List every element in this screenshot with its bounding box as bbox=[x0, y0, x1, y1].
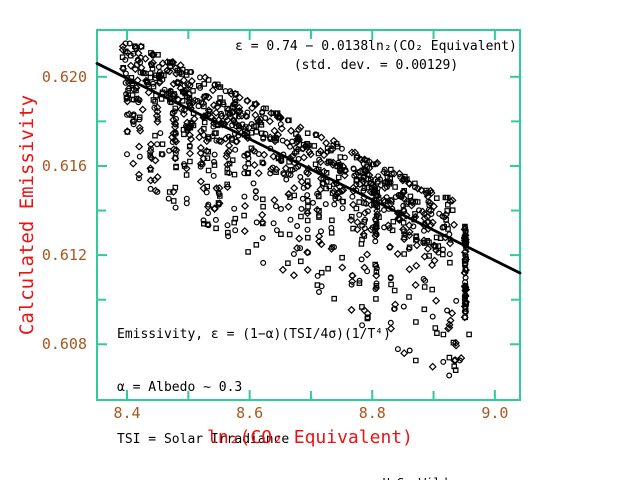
formula-legend-block: Emissivity, ε = (1−α)(TSI/4σ)(1/T⁴) α = … bbox=[117, 291, 391, 480]
y-tick-label: 0.608 bbox=[41, 335, 87, 354]
scatter-points-circle bbox=[122, 40, 470, 379]
y-axis-title: Calculated Emissivity bbox=[16, 94, 38, 336]
plot-frame-group bbox=[96, 29, 521, 401]
y-tick-label: 0.612 bbox=[41, 246, 87, 265]
trend-line bbox=[95, 62, 522, 275]
legend-emissivity-formula: Emissivity, ε = (1−α)(TSI/4σ)(1/T⁴) bbox=[117, 327, 391, 342]
trend-line-group bbox=[95, 62, 522, 275]
x-axis-title: ln₂(CO₂ Equivalent) bbox=[207, 427, 413, 448]
credit-author: H.S. Wildman bbox=[349, 476, 503, 480]
regression-stddev-text: (std. dev. = 0.00129) bbox=[293, 58, 459, 73]
legend-tsi: TSI = Solar Irradiance bbox=[117, 432, 290, 447]
regression-equation-text: ε = 0.74 − 0.0138ln₂(CO₂ Equivalent) bbox=[235, 39, 517, 54]
x-tick-label: 8.6 bbox=[236, 404, 264, 422]
regression-equation-block: ε = 0.74 − 0.0138ln₂(CO₂ Equivalent) (st… bbox=[228, 37, 524, 75]
scatter-points-square bbox=[119, 43, 472, 373]
x-tick-label: 8.8 bbox=[358, 404, 386, 422]
legend-albedo: α = Albedo ∼ 0.3 bbox=[117, 379, 243, 395]
x-tick-label: 8.4 bbox=[113, 404, 141, 422]
y-tick-label: 0.620 bbox=[41, 67, 87, 86]
plot-frame bbox=[96, 29, 521, 401]
axis-ticks-group bbox=[97, 30, 520, 400]
x-tick-label: 9.0 bbox=[481, 404, 509, 422]
y-tick-label: 0.616 bbox=[41, 156, 87, 175]
credit-block: H.S. Wildman 03/07/19 20:12:53 bbox=[349, 448, 503, 480]
scatter-points-group bbox=[118, 40, 472, 379]
